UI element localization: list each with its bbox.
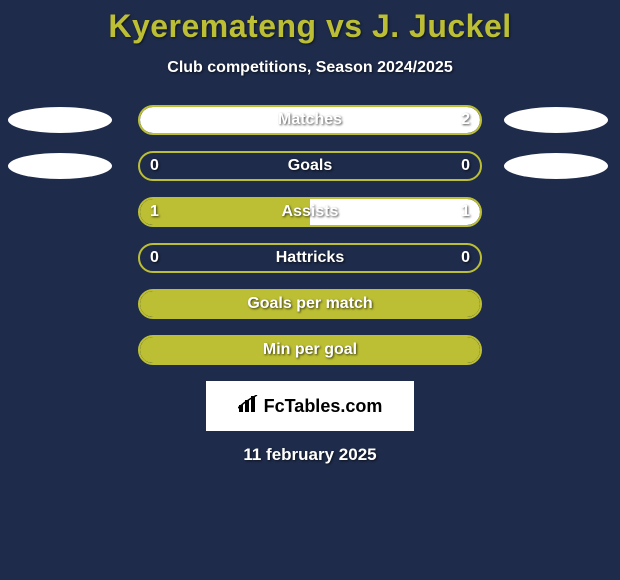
stat-row: Matches2 <box>0 105 620 135</box>
player-avatar-right <box>504 107 608 133</box>
stat-row: Goals0 0 <box>0 151 620 181</box>
stat-row: Hattricks0 0 <box>0 243 620 273</box>
player-avatar-left <box>8 153 112 179</box>
date-label: 11 february 2025 <box>0 445 620 465</box>
stat-bar: Goals0 0 <box>138 151 482 181</box>
stat-value-left: 1 <box>150 199 159 225</box>
stat-bar: Matches2 <box>138 105 482 135</box>
bar-fill-right <box>140 107 480 133</box>
stat-value-right: 0 <box>461 153 470 179</box>
stat-value-left: 0 <box>150 245 159 271</box>
player-avatar-left <box>8 107 112 133</box>
stat-label: Hattricks <box>140 245 480 271</box>
bar-fill-right <box>310 199 480 225</box>
stat-bar: Min per goal <box>138 335 482 365</box>
comparison-chart: Matches2Goals00Assists11Hattricks00Goals… <box>0 105 620 365</box>
stat-value-left: 0 <box>150 153 159 179</box>
bar-fill <box>140 291 480 317</box>
stat-label: Goals <box>140 153 480 179</box>
stat-row: Min per goal <box>0 335 620 365</box>
subtitle: Club competitions, Season 2024/2025 <box>0 59 620 77</box>
stat-value-right: 0 <box>461 245 470 271</box>
stat-value-right: 1 <box>461 199 470 225</box>
stat-row: Goals per match <box>0 289 620 319</box>
bar-fill <box>140 337 480 363</box>
player-avatar-right <box>504 153 608 179</box>
bar-fill-left <box>140 199 310 225</box>
chart-icon <box>238 395 260 418</box>
stat-row: Assists11 <box>0 197 620 227</box>
page-title: Kyeremateng vs J. Juckel <box>0 0 620 45</box>
stat-bar: Assists11 <box>138 197 482 227</box>
branding-badge: FcTables.com <box>206 381 414 431</box>
stat-bar: Goals per match <box>138 289 482 319</box>
stat-value-right: 2 <box>461 107 470 133</box>
stat-bar: Hattricks0 0 <box>138 243 482 273</box>
branding-text: FcTables.com <box>264 396 383 417</box>
